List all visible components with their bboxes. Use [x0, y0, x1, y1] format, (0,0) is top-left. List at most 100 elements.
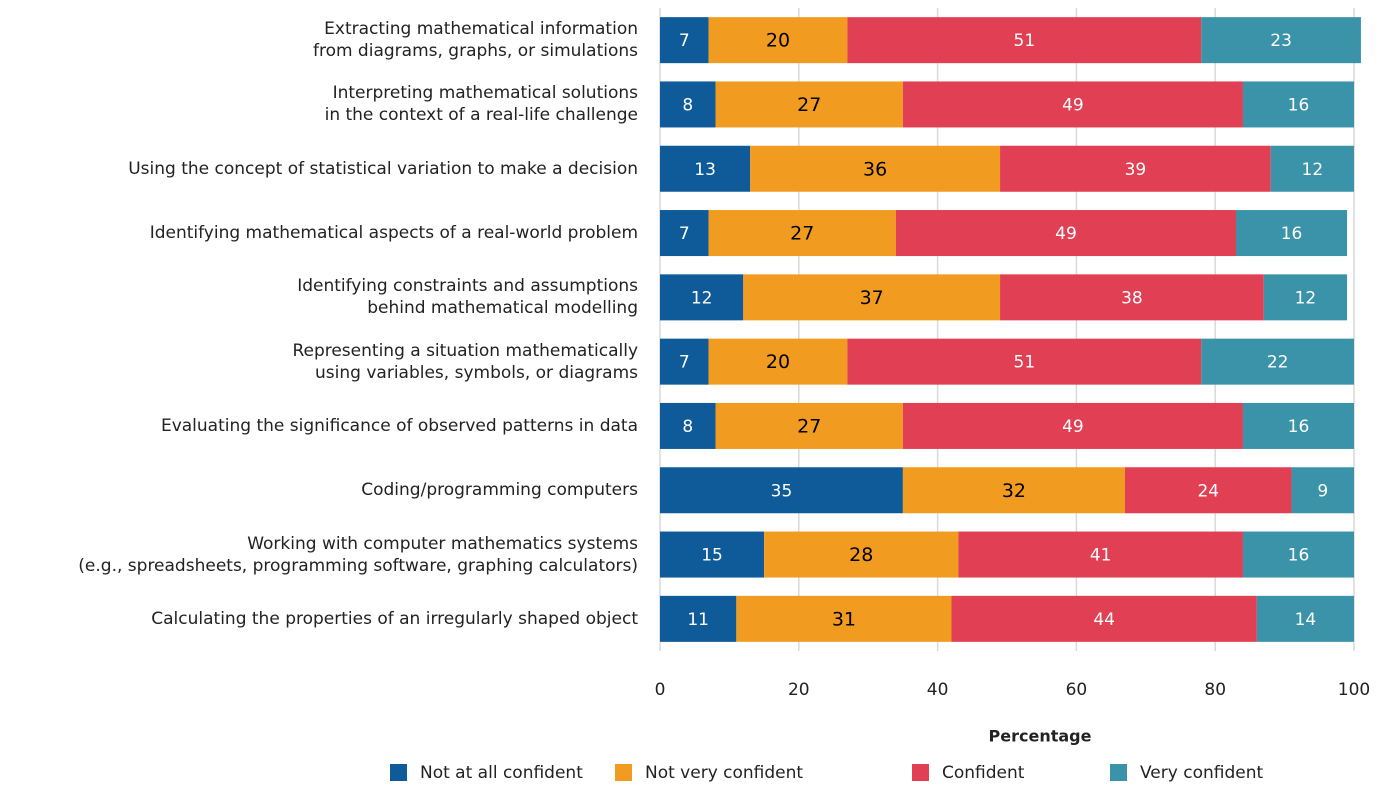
- category-label: Using the concept of statistical variati…: [128, 158, 638, 179]
- data-label: 27: [797, 415, 821, 437]
- bar-segment: [895, 210, 1237, 257]
- bar-segment: [736, 595, 952, 642]
- category-label: Evaluating the significance of observed …: [160, 415, 638, 436]
- bar-segment: [1236, 210, 1348, 257]
- category-label: Representing a situation mathematically …: [292, 340, 638, 383]
- bar-segment: [715, 81, 903, 128]
- bar-segment: [660, 402, 716, 449]
- data-label: 20: [766, 351, 790, 373]
- data-label: 51: [1014, 31, 1036, 51]
- bar-segment: [660, 274, 744, 321]
- bar-segment: [660, 145, 751, 192]
- bar-segment: [847, 338, 1202, 385]
- data-label: 49: [1062, 95, 1084, 115]
- bar-segment: [902, 467, 1125, 514]
- bar-segment: [958, 531, 1243, 578]
- bar-segment: [1263, 274, 1348, 321]
- bar-segment: [743, 274, 1001, 321]
- bar-segment: [708, 17, 848, 64]
- data-label: 32: [1002, 480, 1026, 502]
- bar-segment: [708, 338, 848, 385]
- data-label: 16: [1288, 417, 1310, 437]
- data-label: 49: [1055, 224, 1077, 244]
- bar-segment: [715, 402, 903, 449]
- bar-segment: [1000, 274, 1264, 321]
- data-label: 39: [1125, 160, 1147, 180]
- data-label: 16: [1281, 224, 1303, 244]
- data-label: 13: [694, 160, 716, 180]
- bar-segment: [660, 81, 716, 128]
- bar-segment: [750, 145, 1001, 192]
- bar-segment: [1000, 145, 1271, 192]
- data-label: 27: [790, 223, 814, 245]
- category-label: Interpreting mathematical solutions in t…: [324, 83, 638, 126]
- bar-segment: [1242, 402, 1354, 449]
- data-label: 23: [1270, 31, 1292, 51]
- x-tick-label: 80: [1204, 680, 1226, 700]
- bar-segment: [902, 402, 1243, 449]
- bar-segment: [1291, 467, 1354, 514]
- data-label: 16: [1288, 95, 1310, 115]
- bar-segment: [1201, 17, 1361, 64]
- data-label: 16: [1288, 546, 1310, 566]
- data-label: 27: [797, 94, 821, 116]
- data-label: 15: [701, 546, 723, 566]
- bar-segment: [1270, 145, 1354, 192]
- x-tick-label: 60: [1066, 680, 1088, 700]
- data-label: 14: [1295, 610, 1317, 630]
- x-tick-label: 40: [927, 680, 949, 700]
- data-label: 9: [1317, 481, 1328, 501]
- data-label: 44: [1093, 610, 1115, 630]
- data-label: 7: [679, 353, 690, 373]
- bar-segment: [1242, 531, 1354, 578]
- data-label: 7: [679, 31, 690, 51]
- data-label: 49: [1062, 417, 1084, 437]
- data-label: 7: [679, 224, 690, 244]
- bar-segment: [708, 210, 896, 257]
- legend-swatch: [1110, 764, 1127, 781]
- bar-segment: [902, 81, 1243, 128]
- bar-segment: [660, 338, 709, 385]
- x-axis-title: Percentage: [989, 727, 1092, 746]
- x-tick-label: 0: [655, 680, 666, 700]
- data-label: 36: [863, 158, 887, 180]
- x-tick-label: 100: [1338, 680, 1370, 700]
- data-label: 8: [682, 417, 693, 437]
- bar-segment: [951, 595, 1257, 642]
- bar-segment: [660, 531, 765, 578]
- bar-segment: [1256, 595, 1354, 642]
- bar-segment: [847, 17, 1202, 64]
- data-label: 38: [1121, 288, 1143, 308]
- data-label: 24: [1197, 481, 1219, 501]
- category-label: Identifying mathematical aspects of a re…: [149, 223, 638, 244]
- data-label: 37: [860, 287, 884, 309]
- bar-segment: [1201, 338, 1354, 385]
- category-label: Identifying constraints and assumptions …: [297, 276, 638, 319]
- data-label: 22: [1267, 353, 1289, 373]
- legend-swatch: [615, 764, 632, 781]
- data-label: 35: [771, 481, 793, 501]
- bar-segment: [660, 210, 709, 257]
- bar-segment: [1124, 467, 1292, 514]
- category-label: Coding/programming computers: [361, 480, 638, 501]
- data-label: 41: [1090, 546, 1112, 566]
- legend-label: Confident: [942, 763, 1025, 783]
- legend-swatch: [390, 764, 407, 781]
- data-label: 12: [1295, 288, 1317, 308]
- category-label: Calculating the properties of an irregul…: [151, 608, 638, 629]
- data-label: 12: [691, 288, 713, 308]
- x-tick-label: 20: [788, 680, 810, 700]
- category-label: Working with computer mathematics system…: [78, 533, 638, 576]
- bar-segment: [660, 595, 737, 642]
- legend-label: Very confident: [1140, 763, 1263, 783]
- data-label: 51: [1014, 353, 1036, 373]
- legend-label: Not very confident: [645, 763, 803, 783]
- legend-swatch: [912, 764, 929, 781]
- category-label: Extracting mathematical information from…: [312, 19, 638, 62]
- data-label: 20: [766, 30, 790, 52]
- data-label: 31: [832, 608, 856, 630]
- bar-segment: [660, 467, 903, 514]
- bar-segment: [764, 531, 959, 578]
